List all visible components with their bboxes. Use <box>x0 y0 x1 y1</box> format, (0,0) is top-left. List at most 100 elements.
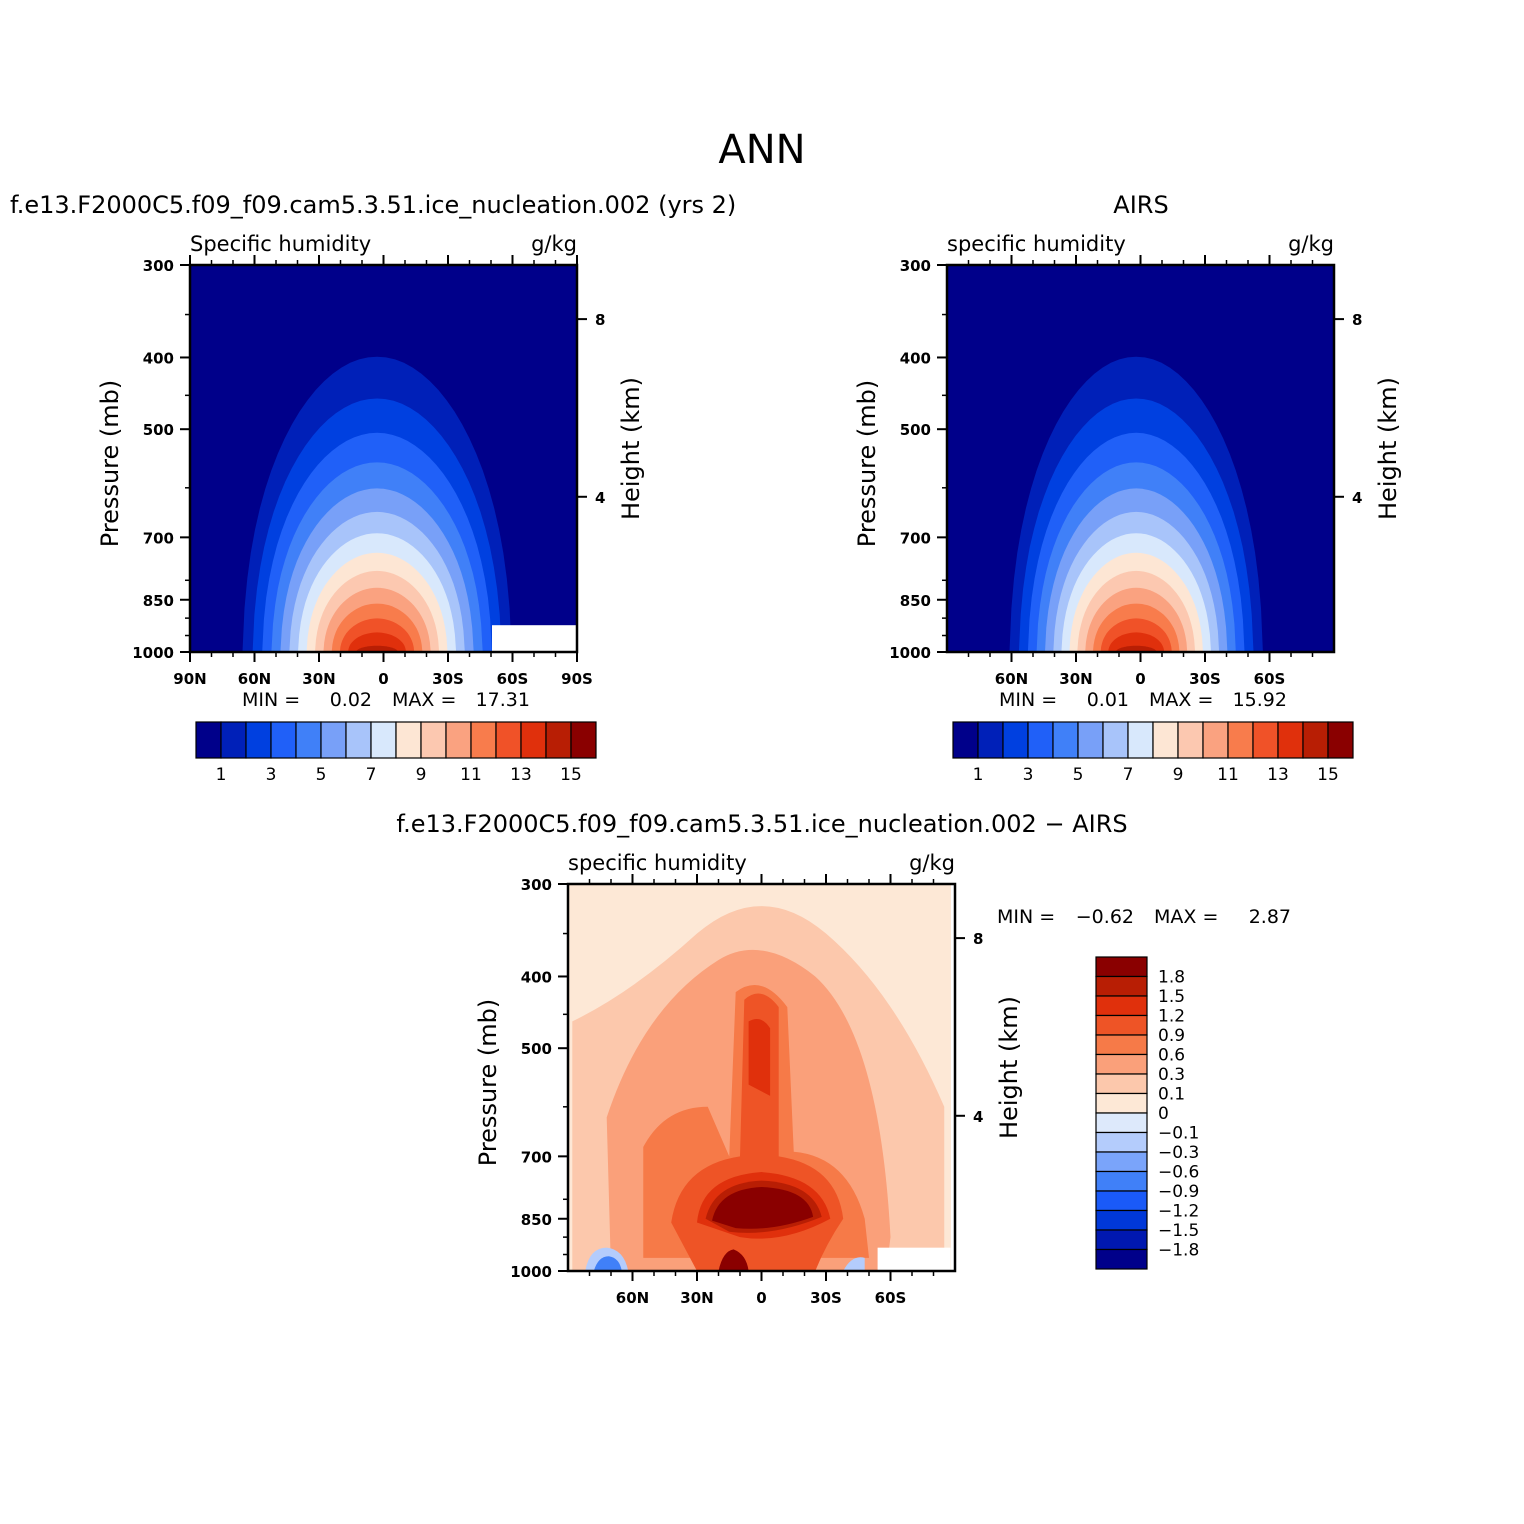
colorbar-label: 13 <box>510 765 532 785</box>
y-tick-label: 700 <box>521 1148 552 1166</box>
colorbar-label: 7 <box>1123 765 1134 785</box>
height-tick-label: 8 <box>1352 311 1362 329</box>
colorbar-swatch <box>1095 1170 1148 1192</box>
colorbar-swatch <box>1327 721 1354 759</box>
min-label: MIN = <box>999 689 1057 711</box>
colorbar-label: −0.1 <box>1158 1124 1199 1144</box>
colorbar-swatch <box>1095 1112 1148 1134</box>
colorbar-label: 3 <box>1023 765 1034 785</box>
colorbar-swatch <box>1202 721 1229 759</box>
colorbar-label: 15 <box>1317 765 1339 785</box>
colorbar-label: 15 <box>560 765 582 785</box>
colorbar-swatch <box>1095 995 1148 1017</box>
colorbar-swatch <box>1277 721 1304 759</box>
y-tick-label: 400 <box>143 349 174 367</box>
colorbar-swatch <box>952 721 979 759</box>
x-tick-label: 30N <box>680 1289 713 1307</box>
x-tick-label: 60S <box>497 670 529 688</box>
colorbar-swatch <box>1177 721 1204 759</box>
colorbar-swatch <box>1095 1229 1148 1251</box>
right-axis-title: Height (km) <box>617 377 645 520</box>
colorbar-swatch <box>1095 1131 1148 1153</box>
colorbar-swatch <box>1095 1073 1148 1095</box>
diff-fill-neg-right <box>843 1257 865 1271</box>
colorbar-swatch <box>520 721 547 759</box>
colorbar-swatch <box>1302 721 1329 759</box>
diff-fill-gt-1.8-surface <box>718 1249 749 1271</box>
contour-fill-13 <box>1108 632 1165 652</box>
colorbar-label: 0.1 <box>1158 1085 1185 1105</box>
colorbar-swatch <box>1027 721 1054 759</box>
diff-fill-1.2-1.5-upper <box>748 1019 771 1096</box>
case-title: f.e13.F2000C5.f09_f09.cam5.3.51.ice_nucl… <box>396 810 1127 838</box>
y-axis-title: Pressure (mb) <box>474 999 502 1166</box>
height-tick-label: 4 <box>973 1108 983 1126</box>
case-title: f.e13.F2000C5.f09_f09.cam5.3.51.ice_nucl… <box>10 191 736 219</box>
colorbar-label: 11 <box>460 765 482 785</box>
max-value: 15.92 <box>1233 689 1287 711</box>
colorbar-swatch <box>1127 721 1154 759</box>
colorbar-label: 1 <box>216 765 227 785</box>
y-tick-label: 850 <box>521 1211 552 1229</box>
right-axis-title: Height (km) <box>1374 377 1402 520</box>
x-tick-label: 60S <box>1254 670 1286 688</box>
colorbar-swatch <box>1152 721 1179 759</box>
colorbar-label: 1.2 <box>1158 1007 1185 1027</box>
figure-title: ANN <box>718 127 806 173</box>
contour-fill-14 <box>356 645 398 652</box>
max-value: 17.31 <box>476 689 530 711</box>
colorbar-swatch <box>420 721 447 759</box>
x-tick-label: 60S <box>875 1289 907 1307</box>
y-tick-label: 850 <box>143 592 174 610</box>
colorbar-swatch <box>470 721 497 759</box>
units-label: g/kg <box>909 851 955 875</box>
x-tick-label: 0 <box>1135 670 1145 688</box>
diff-fill-gt-1.8 <box>712 1186 814 1229</box>
colorbar-swatch <box>1095 1248 1148 1270</box>
colorbar-swatch <box>345 721 372 759</box>
missing-data-region <box>877 1247 951 1270</box>
colorbar-label: 11 <box>1217 765 1239 785</box>
y-tick-label: 400 <box>521 968 552 986</box>
y-tick-label: 300 <box>521 876 552 894</box>
colorbar-swatch <box>1095 1034 1148 1056</box>
max-label: MAX = <box>1154 906 1218 928</box>
colorbar-swatch <box>1077 721 1104 759</box>
colorbar-swatch <box>1095 1151 1148 1173</box>
variable-label: Specific humidity <box>190 232 371 256</box>
y-tick-label: 700 <box>143 529 174 547</box>
x-tick-label: 90S <box>561 670 593 688</box>
x-tick-label: 0 <box>378 670 388 688</box>
variable-label: specific humidity <box>947 232 1126 256</box>
colorbar-swatch <box>1095 975 1148 997</box>
min-label: MIN = <box>242 689 300 711</box>
diff-fill-neg-0.3 <box>593 1256 622 1271</box>
colorbar-swatch <box>320 721 347 759</box>
missing-data-region <box>492 625 576 651</box>
colorbar-label: 0.6 <box>1158 1046 1185 1066</box>
contour-fill-14 <box>1115 645 1157 652</box>
colorbar-swatch <box>370 721 397 759</box>
y-tick-label: 500 <box>900 421 931 439</box>
colorbar-swatch <box>495 721 522 759</box>
colorbar-swatch <box>220 721 247 759</box>
units-label: g/kg <box>531 232 577 256</box>
x-tick-label: 60N <box>995 670 1028 688</box>
colorbar-label: 13 <box>1267 765 1289 785</box>
right-axis-title: Height (km) <box>995 996 1023 1139</box>
min-value: −0.62 <box>1076 906 1134 928</box>
colorbar-label: 0.3 <box>1158 1065 1185 1085</box>
colorbar-swatch <box>1095 1053 1148 1075</box>
colorbar-label: 0 <box>1158 1104 1169 1124</box>
y-tick-label: 1000 <box>510 1263 552 1281</box>
colorbar-swatch <box>195 721 222 759</box>
x-tick-label: 0 <box>756 1289 766 1307</box>
colorbar-swatch <box>1052 721 1079 759</box>
height-tick-label: 8 <box>973 930 983 948</box>
colorbar-label: 5 <box>316 765 327 785</box>
variable-label: specific humidity <box>568 851 747 875</box>
y-axis-title: Pressure (mb) <box>853 380 881 547</box>
colorbar-label: −0.6 <box>1158 1163 1199 1183</box>
height-tick-label: 8 <box>595 311 605 329</box>
